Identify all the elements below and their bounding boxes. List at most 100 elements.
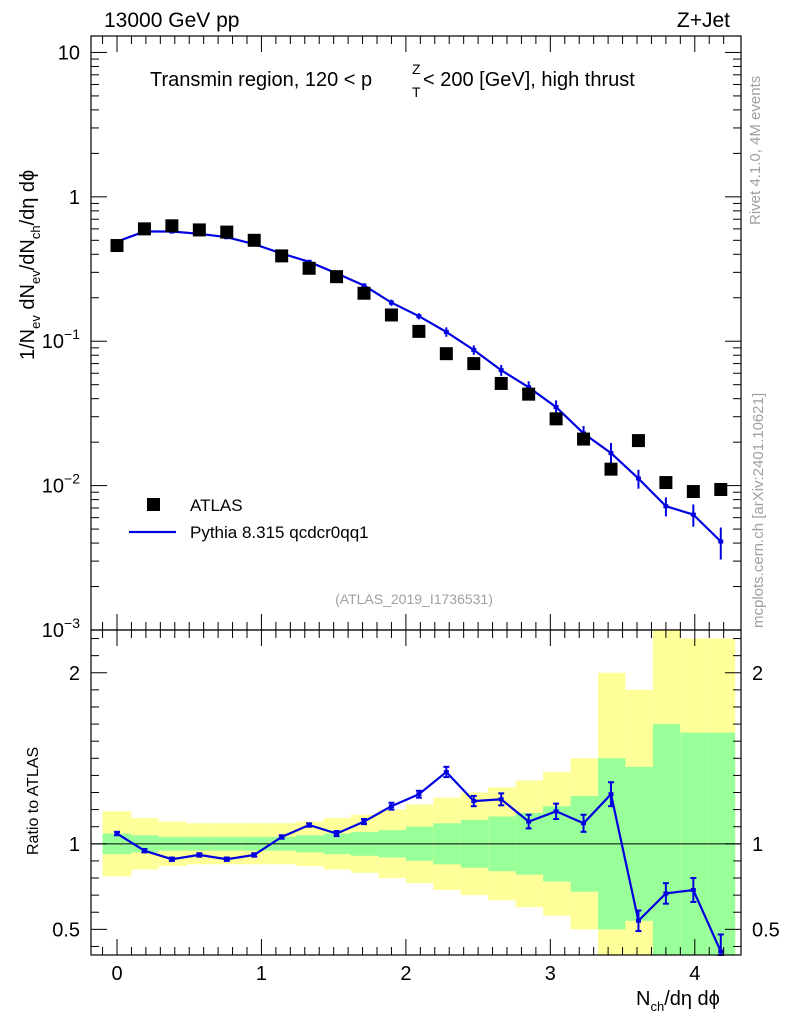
xtick-label: 1 — [256, 963, 267, 985]
mc-point — [690, 512, 696, 517]
ratio-ytick-label-right: 0.5 — [752, 919, 780, 941]
atlas-point — [384, 308, 398, 322]
ratio-point — [224, 857, 230, 862]
ratio-point — [334, 831, 340, 836]
process-label: Z+Jet — [677, 9, 730, 32]
atlas-point — [549, 412, 563, 426]
title-sub: T — [412, 84, 421, 100]
mc-point — [498, 368, 504, 373]
ratio-point — [361, 819, 367, 824]
atlas-point — [577, 432, 591, 446]
ratio-point — [581, 821, 587, 826]
legend-atlas-marker — [147, 498, 160, 511]
atlas-point — [165, 219, 179, 233]
mc-point — [361, 283, 367, 288]
atlas-point — [522, 387, 536, 401]
atlas-point — [494, 376, 508, 390]
ratio-point — [388, 804, 394, 809]
ratio-error-bars — [114, 765, 724, 956]
ytick-label: 1 — [69, 187, 80, 209]
mc-point — [471, 347, 477, 352]
xtick-label: 3 — [545, 963, 556, 985]
ratio-point — [141, 848, 147, 853]
ratio-point — [718, 949, 724, 954]
ratio-point — [526, 819, 532, 824]
main-ylabel: 1/Nev dNev/dNch/dη dϕ — [17, 170, 43, 360]
xtick-label: 4 — [689, 963, 700, 985]
ratio-point — [663, 891, 669, 896]
chart-title: Transmin region, 120 < p — [150, 69, 372, 91]
atlas-point — [275, 249, 289, 263]
ratio-ytick-label-right: 1 — [752, 834, 763, 856]
ratio-point — [169, 857, 175, 862]
ratio-ytick-labels-left: 210.5 — [52, 663, 80, 942]
ratio-point — [635, 918, 641, 923]
ytick-label: 10 — [58, 42, 80, 64]
x-axis-label: Nch/dη dϕ — [636, 988, 720, 1014]
main-ytick-labels: 10 1 10−1 10−2 10−3 — [42, 42, 80, 642]
mc-point — [526, 385, 532, 390]
atlas-point — [412, 324, 426, 338]
title-left: Transmin region, 120 < p — [150, 69, 372, 91]
atlas-point — [110, 239, 124, 253]
atlas-point — [604, 462, 618, 476]
energy-label: 13000 GeV pp — [104, 9, 239, 32]
atlas-points — [110, 219, 728, 499]
atlas-point — [686, 485, 700, 499]
legend-mc-label: Pythia 8.315 qcdcr0qq1 — [190, 523, 369, 542]
mc-point — [718, 539, 724, 544]
mc-point — [635, 476, 641, 481]
ratio-point — [196, 852, 202, 857]
ratio-point — [251, 852, 257, 857]
ratio-point — [114, 831, 120, 836]
xtick-label: 2 — [400, 963, 411, 985]
ratio-point — [306, 823, 312, 827]
atlas-point — [467, 357, 481, 371]
ratio-point — [608, 792, 614, 797]
ratio-point — [471, 799, 477, 804]
ytick-label: 10−1 — [42, 326, 80, 353]
mc-curve — [116, 230, 722, 543]
rivet-label: Rivet 4.1.0, 4M events — [747, 76, 764, 225]
ratio-ytick-label-right: 2 — [752, 663, 763, 685]
atlas-point — [714, 482, 728, 496]
mc-point — [306, 259, 312, 264]
mcplots-label: mcplots.cern.ch [arXiv:2401.10621] — [750, 393, 767, 628]
atlas-point — [439, 347, 453, 361]
atlas-point — [659, 476, 673, 490]
mc-point — [663, 504, 669, 509]
ratio-ytick-labels-right: 210.5 — [752, 663, 780, 942]
ratio-point — [443, 769, 449, 774]
title-right: < 200 [GeV], high thrust — [423, 69, 635, 91]
atlas-point — [137, 222, 151, 236]
atlas-point — [220, 225, 234, 239]
mc-point — [443, 329, 449, 334]
mc-point — [553, 405, 559, 410]
ratio-ylabel: Ratio to ATLAS — [25, 747, 42, 855]
ratio-point — [498, 797, 504, 802]
title-sup: Z — [412, 61, 421, 77]
ratio-point — [279, 834, 285, 839]
atlas-point — [302, 261, 316, 275]
ratio-point — [553, 809, 559, 814]
ratio-point — [416, 792, 422, 797]
atlas-point — [631, 434, 645, 448]
mc-point — [608, 451, 614, 456]
xtick-label: 0 — [111, 963, 122, 985]
mc-point — [416, 314, 422, 319]
ytick-label: 10−2 — [42, 471, 80, 498]
atlas-point — [330, 270, 344, 284]
ratio-ticks — [91, 630, 741, 955]
mc-point — [388, 300, 394, 305]
ratio-ytick-label: 2 — [69, 663, 80, 685]
ytick-label: 10−3 — [42, 615, 80, 642]
ratio-point — [690, 888, 696, 892]
green-band-bin — [652, 724, 681, 955]
ratio-ytick-label: 1 — [69, 834, 80, 856]
main-panel: 10 1 10−1 10−2 10−3 Transmin region, 120 < p… — [17, 35, 742, 642]
atlas-point — [357, 286, 371, 300]
ratio-ytick-label: 0.5 — [52, 919, 80, 941]
analysis-id: (ATLAS_2019_I1736531) — [335, 591, 493, 607]
